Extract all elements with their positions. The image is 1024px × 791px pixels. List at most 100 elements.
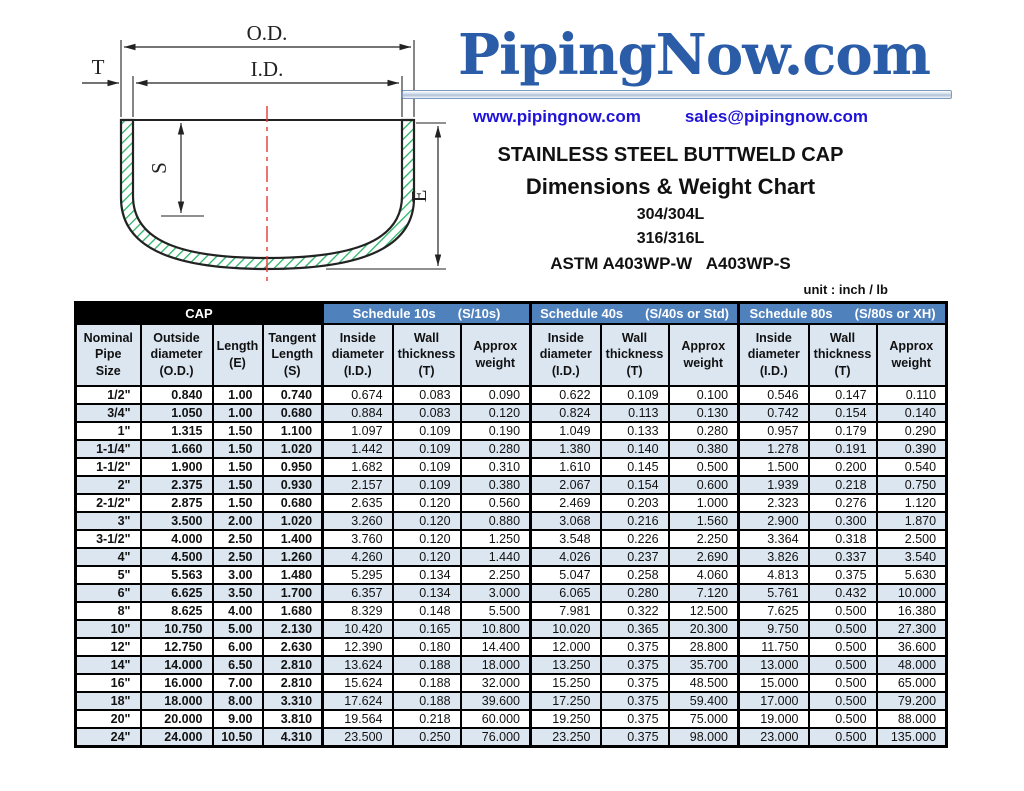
table-cell: 2.810	[261, 654, 324, 675]
table-cell: 0.500	[667, 456, 740, 477]
table-cell: 0.083	[391, 384, 462, 405]
table-cell: 1.870	[875, 510, 948, 531]
table-cell: 3.00	[211, 564, 264, 585]
table-cell: 0.375	[599, 636, 670, 657]
table-cell: 0.280	[599, 582, 670, 603]
table-cell: 0.154	[807, 402, 878, 423]
table-cell: 0.218	[807, 474, 878, 495]
table-cell: 0.120	[391, 492, 462, 513]
table-cell: 5"	[74, 564, 142, 585]
website-link[interactable]: www.pipingnow.com	[473, 106, 641, 126]
table-cell: 2.50	[211, 528, 264, 549]
table-cell: 16.000	[139, 672, 214, 693]
table-cell: 0.113	[599, 402, 670, 423]
table-cell: 5.761	[737, 582, 810, 603]
table-cell: 0.109	[391, 438, 462, 459]
table-cell: 0.280	[459, 438, 532, 459]
table-cell: 3.760	[321, 528, 394, 549]
table-cell: 3/4"	[74, 402, 142, 423]
table-cell: 3-1/2"	[74, 528, 142, 549]
column-header: Wall thickness (T)	[599, 322, 670, 387]
table-row: 3-1/2" 4.000 2.50 1.400 3.760 0.120 1.250 3.548…	[74, 528, 948, 549]
table-cell: 0.134	[391, 564, 462, 585]
table-cell: 0.560	[459, 492, 532, 513]
table-cell: 1.50	[211, 474, 264, 495]
table-cell: 1.000	[667, 492, 740, 513]
column-header: Wall thickness (T)	[807, 322, 878, 387]
contact-links: www.pipingnow.com sales@pipingnow.com	[398, 107, 943, 127]
table-cell: 9.00	[211, 708, 264, 729]
table-cell: 0.120	[391, 546, 462, 567]
table-cell: 0.930	[261, 474, 324, 495]
table-cell: 0.674	[321, 384, 394, 405]
table-cell: 0.375	[599, 690, 670, 711]
table-cell: 0.337	[807, 546, 878, 567]
table-cell: 0.188	[391, 654, 462, 675]
table-cell: 4.813	[737, 564, 810, 585]
table-cell: 0.680	[261, 402, 324, 423]
table-cell: 60.000	[459, 708, 532, 729]
column-header: Tangent Length (S)	[261, 322, 324, 387]
table-row: 3/4" 1.050 1.00 0.680 0.884 0.083 0.120 0.824 0.…	[74, 402, 948, 423]
table-cell: 0.133	[599, 420, 670, 441]
table-cell: 6.065	[529, 582, 602, 603]
table-cell: 5.295	[321, 564, 394, 585]
table-cell: 0.750	[875, 474, 948, 495]
column-header-row: Nominal Pipe Size Outside diameter (O.D.) Leng…	[74, 322, 948, 387]
table-row: 1-1/4" 1.660 1.50 1.020 1.442 0.109 0.280 1.380…	[74, 438, 948, 459]
table-cell: 79.200	[875, 690, 948, 711]
table-cell: 0.375	[599, 672, 670, 693]
table-row: 2-1/2" 2.875 1.50 0.680 2.635 0.120 0.560 2.469…	[74, 492, 948, 513]
table-cell: 27.300	[875, 618, 948, 639]
table-cell: 3.548	[529, 528, 602, 549]
astm-spec: ASTM A403WP-W A403WP-S	[550, 253, 791, 273]
table-cell: 3.310	[261, 690, 324, 711]
table-cell: 98.000	[667, 726, 740, 747]
table-cell: 1-1/2"	[74, 456, 142, 477]
table-row: 6" 6.625 3.50 1.700 6.357 0.134 3.000 6.065 0.28…	[74, 582, 948, 603]
table-cell: 20.300	[667, 618, 740, 639]
table-cell: 0.190	[459, 420, 532, 441]
page-title: STAINLESS STEEL BUTTWELD CAP	[497, 143, 844, 166]
table-cell: 12.390	[321, 636, 394, 657]
table-cell: 10.800	[459, 618, 532, 639]
cap-cross-section-diagram: O.D. I.D. T S E	[82, 21, 446, 284]
table-cell: 14"	[74, 654, 142, 675]
table-cell: 0.203	[599, 492, 670, 513]
table-cell: 1.480	[261, 564, 324, 585]
group-header: Schedule 40s (S/40s or Std)	[529, 301, 740, 325]
table-row: 24" 24.000 10.50 4.310 23.500 0.250 76.000 23.2…	[74, 726, 948, 747]
table-row: 12" 12.750 6.00 2.630 12.390 0.180 14.400 12.00…	[74, 636, 948, 657]
table-cell: 4.500	[139, 546, 214, 567]
table-cell: 2.900	[737, 510, 810, 531]
table-cell: 76.000	[459, 726, 532, 747]
table-row: 1-1/2" 1.900 1.50 0.950 1.682 0.109 0.310 1.610…	[74, 456, 948, 477]
table-cell: 0.083	[391, 402, 462, 423]
table-row: 1" 1.315 1.50 1.100 1.097 0.109 0.190 1.049 0.13…	[74, 420, 948, 441]
email-link[interactable]: sales@pipingnow.com	[684, 106, 868, 126]
table-cell: 0.200	[807, 456, 878, 477]
table-cell: 1.900	[139, 456, 214, 477]
table-cell: 0.134	[391, 582, 462, 603]
table-cell: 59.400	[667, 690, 740, 711]
table-cell: 0.090	[459, 384, 532, 405]
table-cell: 1.700	[261, 582, 324, 603]
table-cell: 0.276	[807, 492, 878, 513]
table-cell: 13.624	[321, 654, 394, 675]
brand-logo: PipingNow.com	[458, 22, 931, 88]
table-cell: 0.140	[875, 402, 948, 423]
table-cell: 8.625	[139, 600, 214, 621]
table-cell: 36.600	[875, 636, 948, 657]
table-cell: 23.250	[529, 726, 602, 747]
table-cell: 6"	[74, 582, 142, 603]
table-cell: 9.750	[737, 618, 810, 639]
table-cell: 0.365	[599, 618, 670, 639]
table-cell: 32.000	[459, 672, 532, 693]
table-cell: 1.00	[211, 384, 264, 405]
table-cell: 5.563	[139, 564, 214, 585]
table-row: 4" 4.500 2.50 1.260 4.260 0.120 1.440 4.026 0.23…	[74, 546, 948, 567]
table-cell: 4.060	[667, 564, 740, 585]
table-cell: 0.432	[807, 582, 878, 603]
table-cell: 0.824	[529, 402, 602, 423]
table-cell: 18"	[74, 690, 142, 711]
